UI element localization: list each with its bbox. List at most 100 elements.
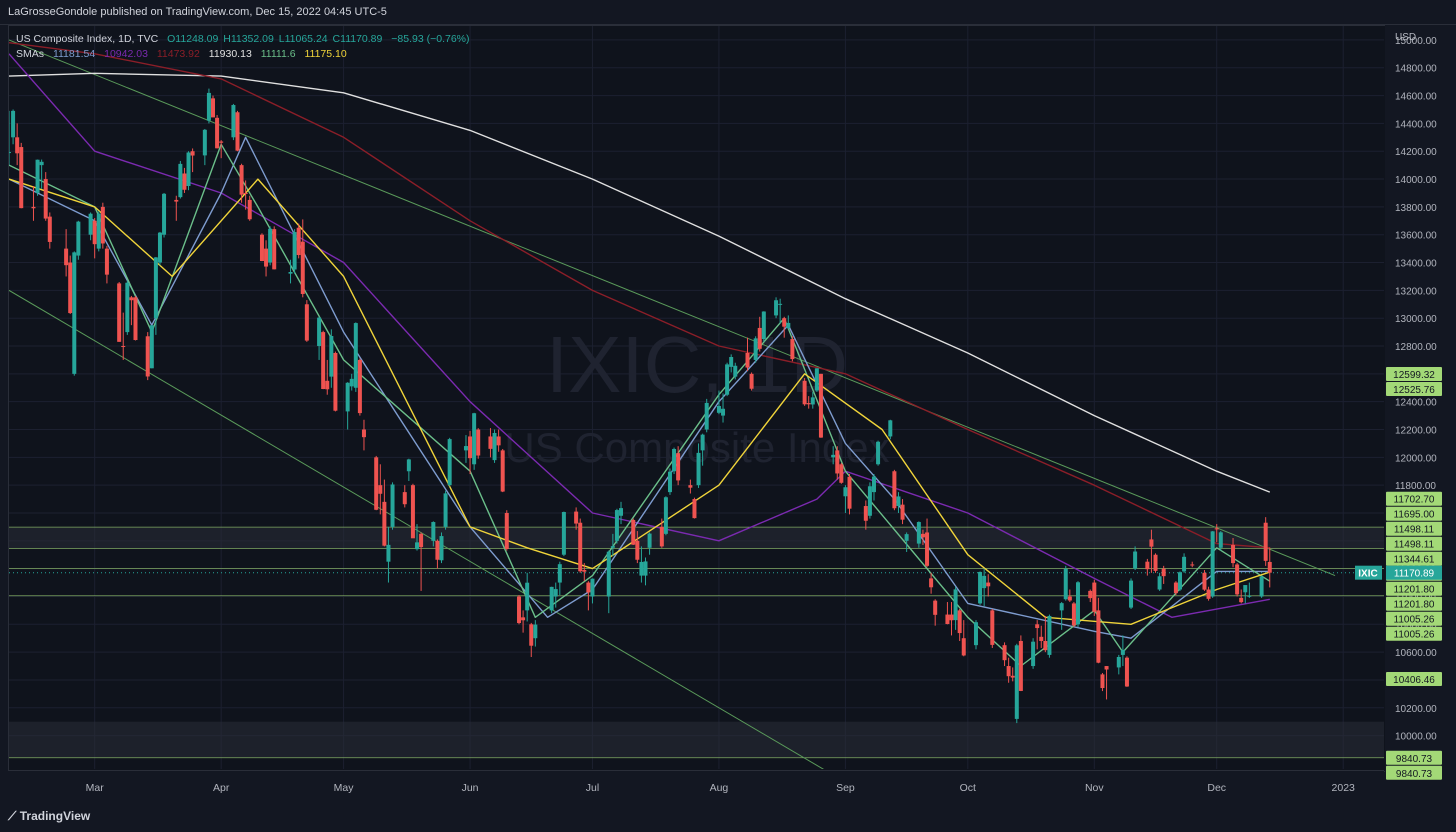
price-tick-label: 10600.00 [1395,648,1437,659]
candle-body [239,165,244,195]
legend-sma-label[interactable]: SMAs [16,48,45,60]
watermark-symbol: IXIC, 1D [546,320,848,409]
candle-body [1129,580,1134,608]
candle-body [1031,641,1036,667]
candle-body [300,241,305,294]
candle-body [202,129,207,156]
price-label: 9840.73 [1396,754,1433,765]
legend-high: H11352.09 [223,33,274,45]
candle-body [1231,544,1236,564]
candle-body [121,346,126,348]
zone-rect [9,527,1384,549]
price-tick-label: 10000.00 [1395,732,1437,743]
candle-body [439,536,444,561]
candle-body [920,533,925,538]
candle-body [186,152,191,187]
legend-sma-value: 11175.10 [304,48,347,60]
candle-body [1071,603,1076,626]
legend-ohlc-row: US Composite Index, 1D, TVC O11248.09 H1… [16,32,476,47]
candle-body [492,432,497,461]
price-label: 11201.80 [1394,600,1435,611]
candle-body [1092,582,1097,612]
candle-body [1145,561,1150,570]
candle-body [745,352,750,368]
candle-body [663,497,668,534]
candle-body [1010,675,1015,678]
candle-body [1235,564,1240,595]
candle-body [182,173,187,190]
candle-body [1161,568,1166,577]
candle-body [47,216,52,242]
price-tick-label: 13800.00 [1395,203,1437,214]
candle-body [72,252,77,374]
candle-body [586,582,591,593]
candle-body [496,436,501,446]
sma-line [9,42,1270,549]
price-label-box [1386,672,1442,687]
candle-body [129,297,134,301]
price-label-box [1386,750,1442,765]
price-axis[interactable] [1385,25,1456,800]
candle-body [1096,610,1101,663]
candle-body [802,380,807,405]
candle-body [639,561,644,576]
price-tick-label: 15000.00 [1395,36,1437,47]
candle-body [231,105,236,138]
candle-body [896,496,901,507]
publisher-bar: LaGrosseGondole published on TradingView… [0,0,1456,25]
price-label: 12599.32 [1393,370,1435,381]
candle-body [876,441,881,465]
candle-body [272,229,277,270]
candle-body [104,248,109,275]
legend-low: L11065.24 [278,33,328,45]
price-label-box [1386,366,1442,381]
candle-body [863,506,868,521]
tradingview-brand: TradingView [19,809,91,823]
candle-body [688,485,693,488]
price-label: 11005.26 [1394,615,1435,626]
candle-body [125,282,130,333]
candle-body [1059,603,1064,611]
candle-body [721,408,726,416]
candle-body [818,373,823,438]
candle-body [1047,615,1052,655]
candle-body [1202,572,1207,590]
candle-body [304,304,309,341]
candle-body [219,141,224,143]
candle-body [888,420,893,437]
candle-body [561,512,566,555]
candle-body [843,487,848,497]
price-label-box [1386,491,1442,506]
time-axis[interactable] [8,770,1384,801]
price-label: 9840.73 [1396,769,1433,780]
price-label-box [1386,551,1442,566]
legend-sma-value: 11181.54 [52,48,96,60]
candle-body [39,161,44,166]
legend-symbol[interactable]: US Composite Index, 1D, TVC [16,33,159,45]
candle-body [406,459,411,472]
time-tick-label: Dec [1207,782,1226,794]
price-label-box [1386,506,1442,521]
candle-body [667,471,672,493]
zone-rect [9,721,1384,758]
candle-body [647,533,652,548]
tradingview-logo[interactable]: ⟋ TradingView [8,809,90,824]
price-tick-label: 13200.00 [1395,286,1437,297]
price-tick-label: 12000.00 [1395,453,1437,464]
price-label-box [1386,521,1442,536]
last-price-box [1386,565,1442,580]
candle-body [1149,539,1154,547]
candle-body [774,300,779,316]
candle-body [1177,572,1182,590]
candle-body [1267,561,1272,573]
price-tick-label: 13400.00 [1395,259,1437,270]
candle-body [100,206,105,244]
candle-body [1214,528,1219,530]
time-tick-label: Nov [1085,782,1104,794]
candle-body [88,213,93,235]
symbol-tag-box [1355,565,1382,580]
candle-body [871,476,876,493]
candle-body [174,199,179,202]
candle-body [725,364,730,395]
